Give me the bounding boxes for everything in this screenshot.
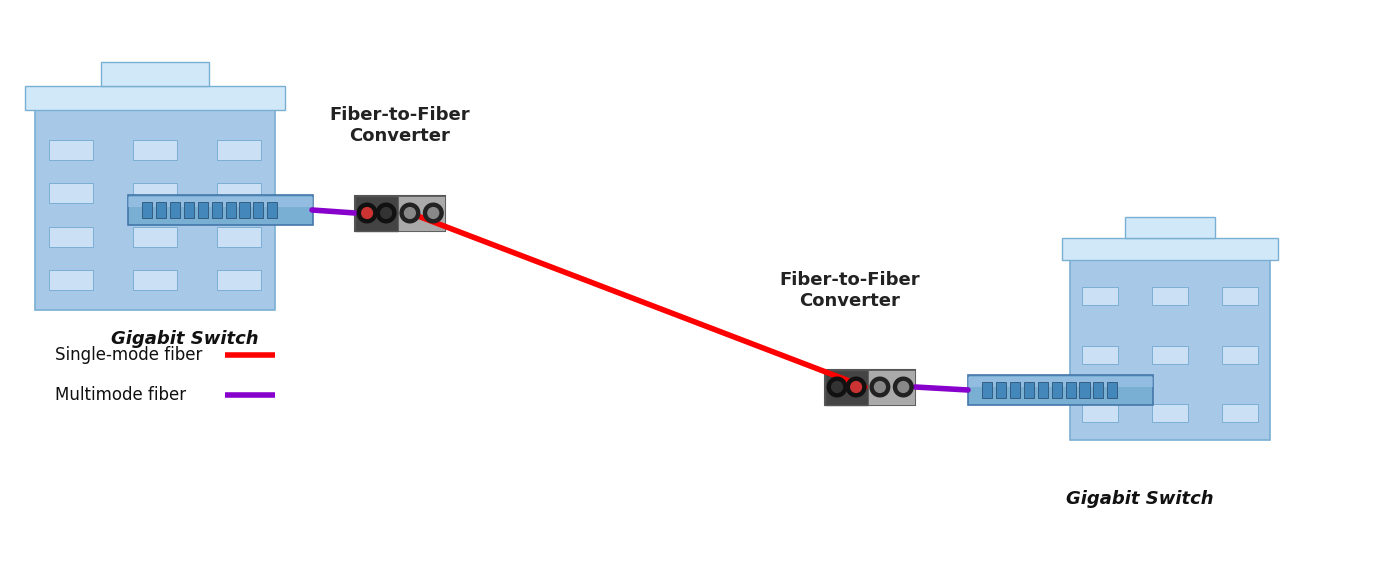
FancyBboxPatch shape: [50, 140, 92, 160]
FancyBboxPatch shape: [218, 270, 260, 290]
FancyBboxPatch shape: [128, 197, 313, 207]
FancyBboxPatch shape: [134, 183, 176, 203]
FancyBboxPatch shape: [1080, 382, 1089, 398]
FancyBboxPatch shape: [142, 202, 153, 219]
FancyBboxPatch shape: [825, 369, 914, 405]
Text: Fiber-to-Fiber
Converter: Fiber-to-Fiber Converter: [779, 271, 920, 310]
Text: Multimode fiber: Multimode fiber: [55, 386, 186, 404]
Circle shape: [362, 207, 373, 219]
FancyBboxPatch shape: [185, 202, 194, 219]
Circle shape: [847, 377, 866, 397]
FancyBboxPatch shape: [134, 226, 176, 247]
Text: Single-mode fiber: Single-mode fiber: [55, 346, 202, 364]
FancyBboxPatch shape: [1082, 404, 1118, 422]
FancyBboxPatch shape: [968, 377, 1153, 387]
FancyBboxPatch shape: [198, 202, 208, 219]
FancyBboxPatch shape: [1066, 382, 1075, 398]
Circle shape: [424, 203, 443, 223]
FancyBboxPatch shape: [101, 62, 209, 86]
FancyBboxPatch shape: [1125, 217, 1215, 238]
FancyBboxPatch shape: [355, 196, 445, 230]
FancyBboxPatch shape: [982, 382, 993, 398]
Circle shape: [851, 382, 862, 392]
FancyBboxPatch shape: [1221, 287, 1259, 305]
FancyBboxPatch shape: [218, 183, 260, 203]
FancyBboxPatch shape: [1052, 382, 1062, 398]
FancyBboxPatch shape: [50, 270, 92, 290]
FancyBboxPatch shape: [226, 202, 235, 219]
FancyBboxPatch shape: [1038, 382, 1048, 398]
Circle shape: [898, 382, 909, 392]
Circle shape: [874, 382, 885, 392]
FancyBboxPatch shape: [1082, 346, 1118, 364]
FancyBboxPatch shape: [869, 369, 914, 405]
FancyBboxPatch shape: [218, 226, 260, 247]
FancyBboxPatch shape: [50, 183, 92, 203]
FancyBboxPatch shape: [1221, 404, 1259, 422]
FancyBboxPatch shape: [128, 195, 313, 225]
FancyBboxPatch shape: [34, 110, 275, 310]
FancyBboxPatch shape: [1093, 382, 1103, 398]
Circle shape: [428, 207, 439, 219]
Circle shape: [401, 203, 420, 223]
FancyBboxPatch shape: [212, 202, 222, 219]
FancyBboxPatch shape: [1011, 382, 1020, 398]
FancyBboxPatch shape: [1107, 382, 1117, 398]
Circle shape: [894, 377, 913, 397]
FancyBboxPatch shape: [825, 369, 869, 405]
FancyBboxPatch shape: [1062, 238, 1278, 260]
FancyBboxPatch shape: [1221, 346, 1259, 364]
FancyBboxPatch shape: [1153, 346, 1188, 364]
Circle shape: [380, 207, 391, 219]
Text: Gigabit Switch: Gigabit Switch: [1066, 490, 1213, 508]
FancyBboxPatch shape: [218, 140, 260, 160]
FancyBboxPatch shape: [1153, 404, 1188, 422]
Circle shape: [405, 207, 416, 219]
FancyBboxPatch shape: [253, 202, 263, 219]
FancyBboxPatch shape: [996, 382, 1007, 398]
Circle shape: [828, 377, 847, 397]
FancyBboxPatch shape: [169, 202, 180, 219]
Circle shape: [870, 377, 890, 397]
Text: Fiber-to-Fiber
Converter: Fiber-to-Fiber Converter: [329, 106, 471, 145]
FancyBboxPatch shape: [25, 86, 285, 110]
FancyBboxPatch shape: [1153, 287, 1188, 305]
FancyBboxPatch shape: [1082, 287, 1118, 305]
FancyBboxPatch shape: [134, 270, 176, 290]
FancyBboxPatch shape: [240, 202, 249, 219]
FancyBboxPatch shape: [267, 202, 277, 219]
FancyBboxPatch shape: [968, 375, 1153, 405]
FancyBboxPatch shape: [134, 140, 176, 160]
Circle shape: [376, 203, 397, 223]
FancyBboxPatch shape: [1024, 382, 1034, 398]
FancyBboxPatch shape: [156, 202, 167, 219]
FancyBboxPatch shape: [1070, 260, 1270, 440]
Text: Gigabit Switch: Gigabit Switch: [112, 330, 259, 348]
FancyBboxPatch shape: [398, 196, 445, 230]
FancyBboxPatch shape: [355, 196, 398, 230]
FancyBboxPatch shape: [50, 226, 92, 247]
Circle shape: [832, 382, 843, 392]
Circle shape: [357, 203, 377, 223]
